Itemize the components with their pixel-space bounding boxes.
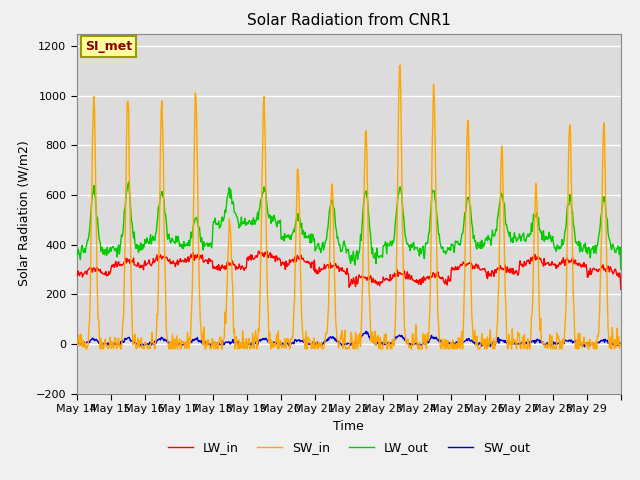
Title: Solar Radiation from CNR1: Solar Radiation from CNR1 <box>247 13 451 28</box>
SW_out <box>362 328 370 334</box>
SW_in <box>396 62 404 68</box>
Line: SW_in: SW_in <box>77 65 621 349</box>
LW_in <box>617 287 625 292</box>
SW_in <box>617 342 625 348</box>
LW_in <box>406 272 413 277</box>
LW_out <box>436 239 444 245</box>
LW_out <box>125 180 132 185</box>
Legend: LW_in, SW_in, LW_out, SW_out: LW_in, SW_in, LW_out, SW_out <box>163 436 535 459</box>
SW_out <box>580 344 588 349</box>
SW_in <box>82 346 90 352</box>
SW_out <box>73 342 81 348</box>
LW_in <box>137 263 145 268</box>
LW_in <box>264 255 272 261</box>
X-axis label: Time: Time <box>333 420 364 432</box>
LW_out <box>264 213 272 218</box>
SW_in <box>73 338 81 344</box>
SW_in <box>285 337 292 343</box>
SW_out <box>237 340 244 346</box>
LW_in <box>436 276 444 281</box>
SW_in <box>437 346 445 351</box>
Line: LW_in: LW_in <box>77 251 621 289</box>
LW_out <box>237 214 245 220</box>
LW_out <box>73 249 81 255</box>
LW_out <box>406 243 413 249</box>
SW_out <box>617 342 625 348</box>
SW_out <box>406 341 413 347</box>
SW_out <box>436 339 444 345</box>
Y-axis label: Solar Radiation (W/m2): Solar Radiation (W/m2) <box>17 141 30 287</box>
LW_out <box>138 242 145 248</box>
SW_out <box>137 342 145 348</box>
Line: SW_out: SW_out <box>77 331 621 347</box>
Text: SI_met: SI_met <box>85 40 132 53</box>
SW_in <box>138 335 145 341</box>
LW_in <box>237 266 244 272</box>
SW_in <box>264 310 272 316</box>
SW_out <box>264 337 271 343</box>
Line: LW_out: LW_out <box>77 182 621 269</box>
LW_out <box>285 234 292 240</box>
LW_in <box>73 268 81 274</box>
LW_in <box>263 248 271 254</box>
LW_out <box>617 266 625 272</box>
LW_in <box>285 262 292 268</box>
SW_in <box>406 343 414 348</box>
SW_in <box>237 341 245 347</box>
SW_out <box>284 341 292 347</box>
